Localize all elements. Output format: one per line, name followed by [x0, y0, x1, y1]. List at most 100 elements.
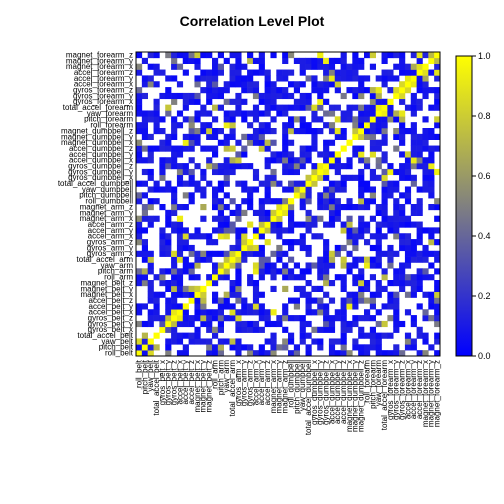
heatmap-cell — [317, 63, 324, 70]
heatmap-cell — [334, 209, 341, 216]
heatmap-cell — [188, 145, 195, 152]
y-tick-label: magnet_arm_z — [80, 202, 133, 211]
heatmap-cell — [171, 192, 178, 199]
heatmap-cell — [340, 133, 347, 140]
heatmap-cell — [176, 291, 184, 298]
heatmap-cell — [299, 151, 306, 158]
heatmap-cell — [223, 157, 230, 164]
heatmap-cell — [147, 297, 154, 304]
heatmap-cell — [270, 116, 277, 123]
heatmap-cell — [299, 291, 306, 298]
heatmap-cell — [352, 75, 359, 82]
heatmap-cell — [340, 186, 347, 193]
heatmap-cell — [317, 163, 324, 170]
heatmap-cell — [364, 315, 371, 322]
heatmap-cell — [305, 297, 312, 304]
heatmap-cell — [159, 163, 166, 170]
heatmap-cell — [147, 204, 154, 211]
heatmap-cell — [264, 221, 271, 228]
heatmap-cell — [223, 122, 230, 129]
y-tick-label: magnet_belt_x — [81, 290, 133, 299]
heatmap-cell — [153, 297, 160, 304]
heatmap-cell — [176, 309, 184, 316]
heatmap-cell — [235, 344, 242, 351]
heatmap-cell — [311, 297, 318, 304]
heatmap-cell — [171, 256, 178, 263]
heatmap-cell — [369, 256, 376, 263]
heatmap-cell — [381, 350, 388, 357]
heatmap-cell — [282, 198, 289, 205]
heatmap-cell — [340, 280, 347, 287]
heatmap-cell — [206, 309, 213, 316]
heatmap-cell — [299, 180, 306, 187]
heatmap-cell — [176, 63, 184, 70]
x-tick-label: accel_forearm_y — [409, 360, 418, 419]
heatmap-cell — [404, 233, 412, 240]
heatmap-cell — [422, 186, 429, 193]
heatmap-cell — [352, 315, 359, 322]
heatmap-cell — [200, 192, 207, 199]
heatmap-cell — [387, 215, 394, 222]
heatmap-cell — [364, 332, 371, 339]
heatmap-cell — [182, 262, 189, 269]
heatmap-cell — [340, 297, 347, 304]
heatmap-cell — [229, 116, 236, 123]
heatmap-cell — [247, 110, 254, 117]
heatmap-cell — [212, 309, 219, 316]
heatmap-cell — [399, 133, 406, 140]
heatmap-cell — [393, 320, 400, 328]
heatmap-cell — [229, 98, 236, 105]
chart-title: Correlation Level Plot — [180, 13, 325, 29]
y-tick-label: magnet_belt_y — [81, 284, 133, 293]
y-tick-label: magnet_dumbbell_x — [61, 138, 133, 147]
heatmap-cell — [375, 239, 382, 246]
heatmap-cell — [404, 192, 412, 199]
heatmap-cell — [393, 221, 400, 228]
heatmap-cell — [299, 192, 306, 199]
heatmap-cell — [223, 250, 230, 257]
heatmap-cell — [404, 256, 412, 263]
heatmap-cell — [369, 139, 376, 146]
heatmap-cell — [235, 350, 242, 357]
heatmap-cell — [328, 256, 336, 263]
y-tick-label: yaw_belt — [101, 337, 133, 346]
heatmap-cell — [264, 320, 271, 328]
heatmap-cell — [188, 192, 195, 199]
heatmap-cell — [247, 303, 254, 310]
heatmap-cell — [305, 227, 312, 234]
heatmap-cell — [270, 338, 277, 345]
heatmap-cell — [217, 309, 224, 316]
x-tick-label: accel_arm_y — [257, 360, 266, 405]
heatmap-cell — [188, 262, 195, 269]
heatmap-cell — [364, 262, 371, 269]
x-tick-label: pitch_forearm — [368, 360, 377, 409]
heatmap-cell — [288, 116, 295, 123]
heatmap-cell — [247, 81, 254, 88]
heatmap-cell — [182, 52, 189, 59]
heatmap-cell — [299, 315, 306, 322]
heatmap-cell — [147, 344, 154, 351]
heatmap-cell — [176, 168, 184, 176]
heatmap-cell — [340, 274, 347, 281]
heatmap-cell — [381, 332, 388, 339]
heatmap-cell — [393, 280, 400, 287]
heatmap-cell — [381, 274, 388, 281]
heatmap-cell — [375, 256, 382, 263]
heatmap-cell — [352, 227, 359, 234]
heatmap-cell — [270, 350, 277, 357]
heatmap-cell — [141, 280, 148, 287]
heatmap-cell — [212, 116, 219, 123]
heatmap-cell — [404, 198, 412, 205]
heatmap-cell — [141, 344, 148, 351]
heatmap-cell — [159, 139, 166, 146]
heatmap-cell — [334, 133, 341, 140]
heatmap-cell — [153, 303, 160, 310]
heatmap-cell — [358, 215, 365, 222]
heatmap-cell — [323, 291, 330, 298]
heatmap-cell — [153, 122, 160, 129]
heatmap-cell — [141, 338, 148, 345]
heatmap-cell — [323, 250, 330, 257]
heatmap-cell — [247, 326, 254, 333]
y-tick-label: accel_belt_z — [89, 296, 133, 305]
heatmap-cell — [334, 151, 341, 158]
